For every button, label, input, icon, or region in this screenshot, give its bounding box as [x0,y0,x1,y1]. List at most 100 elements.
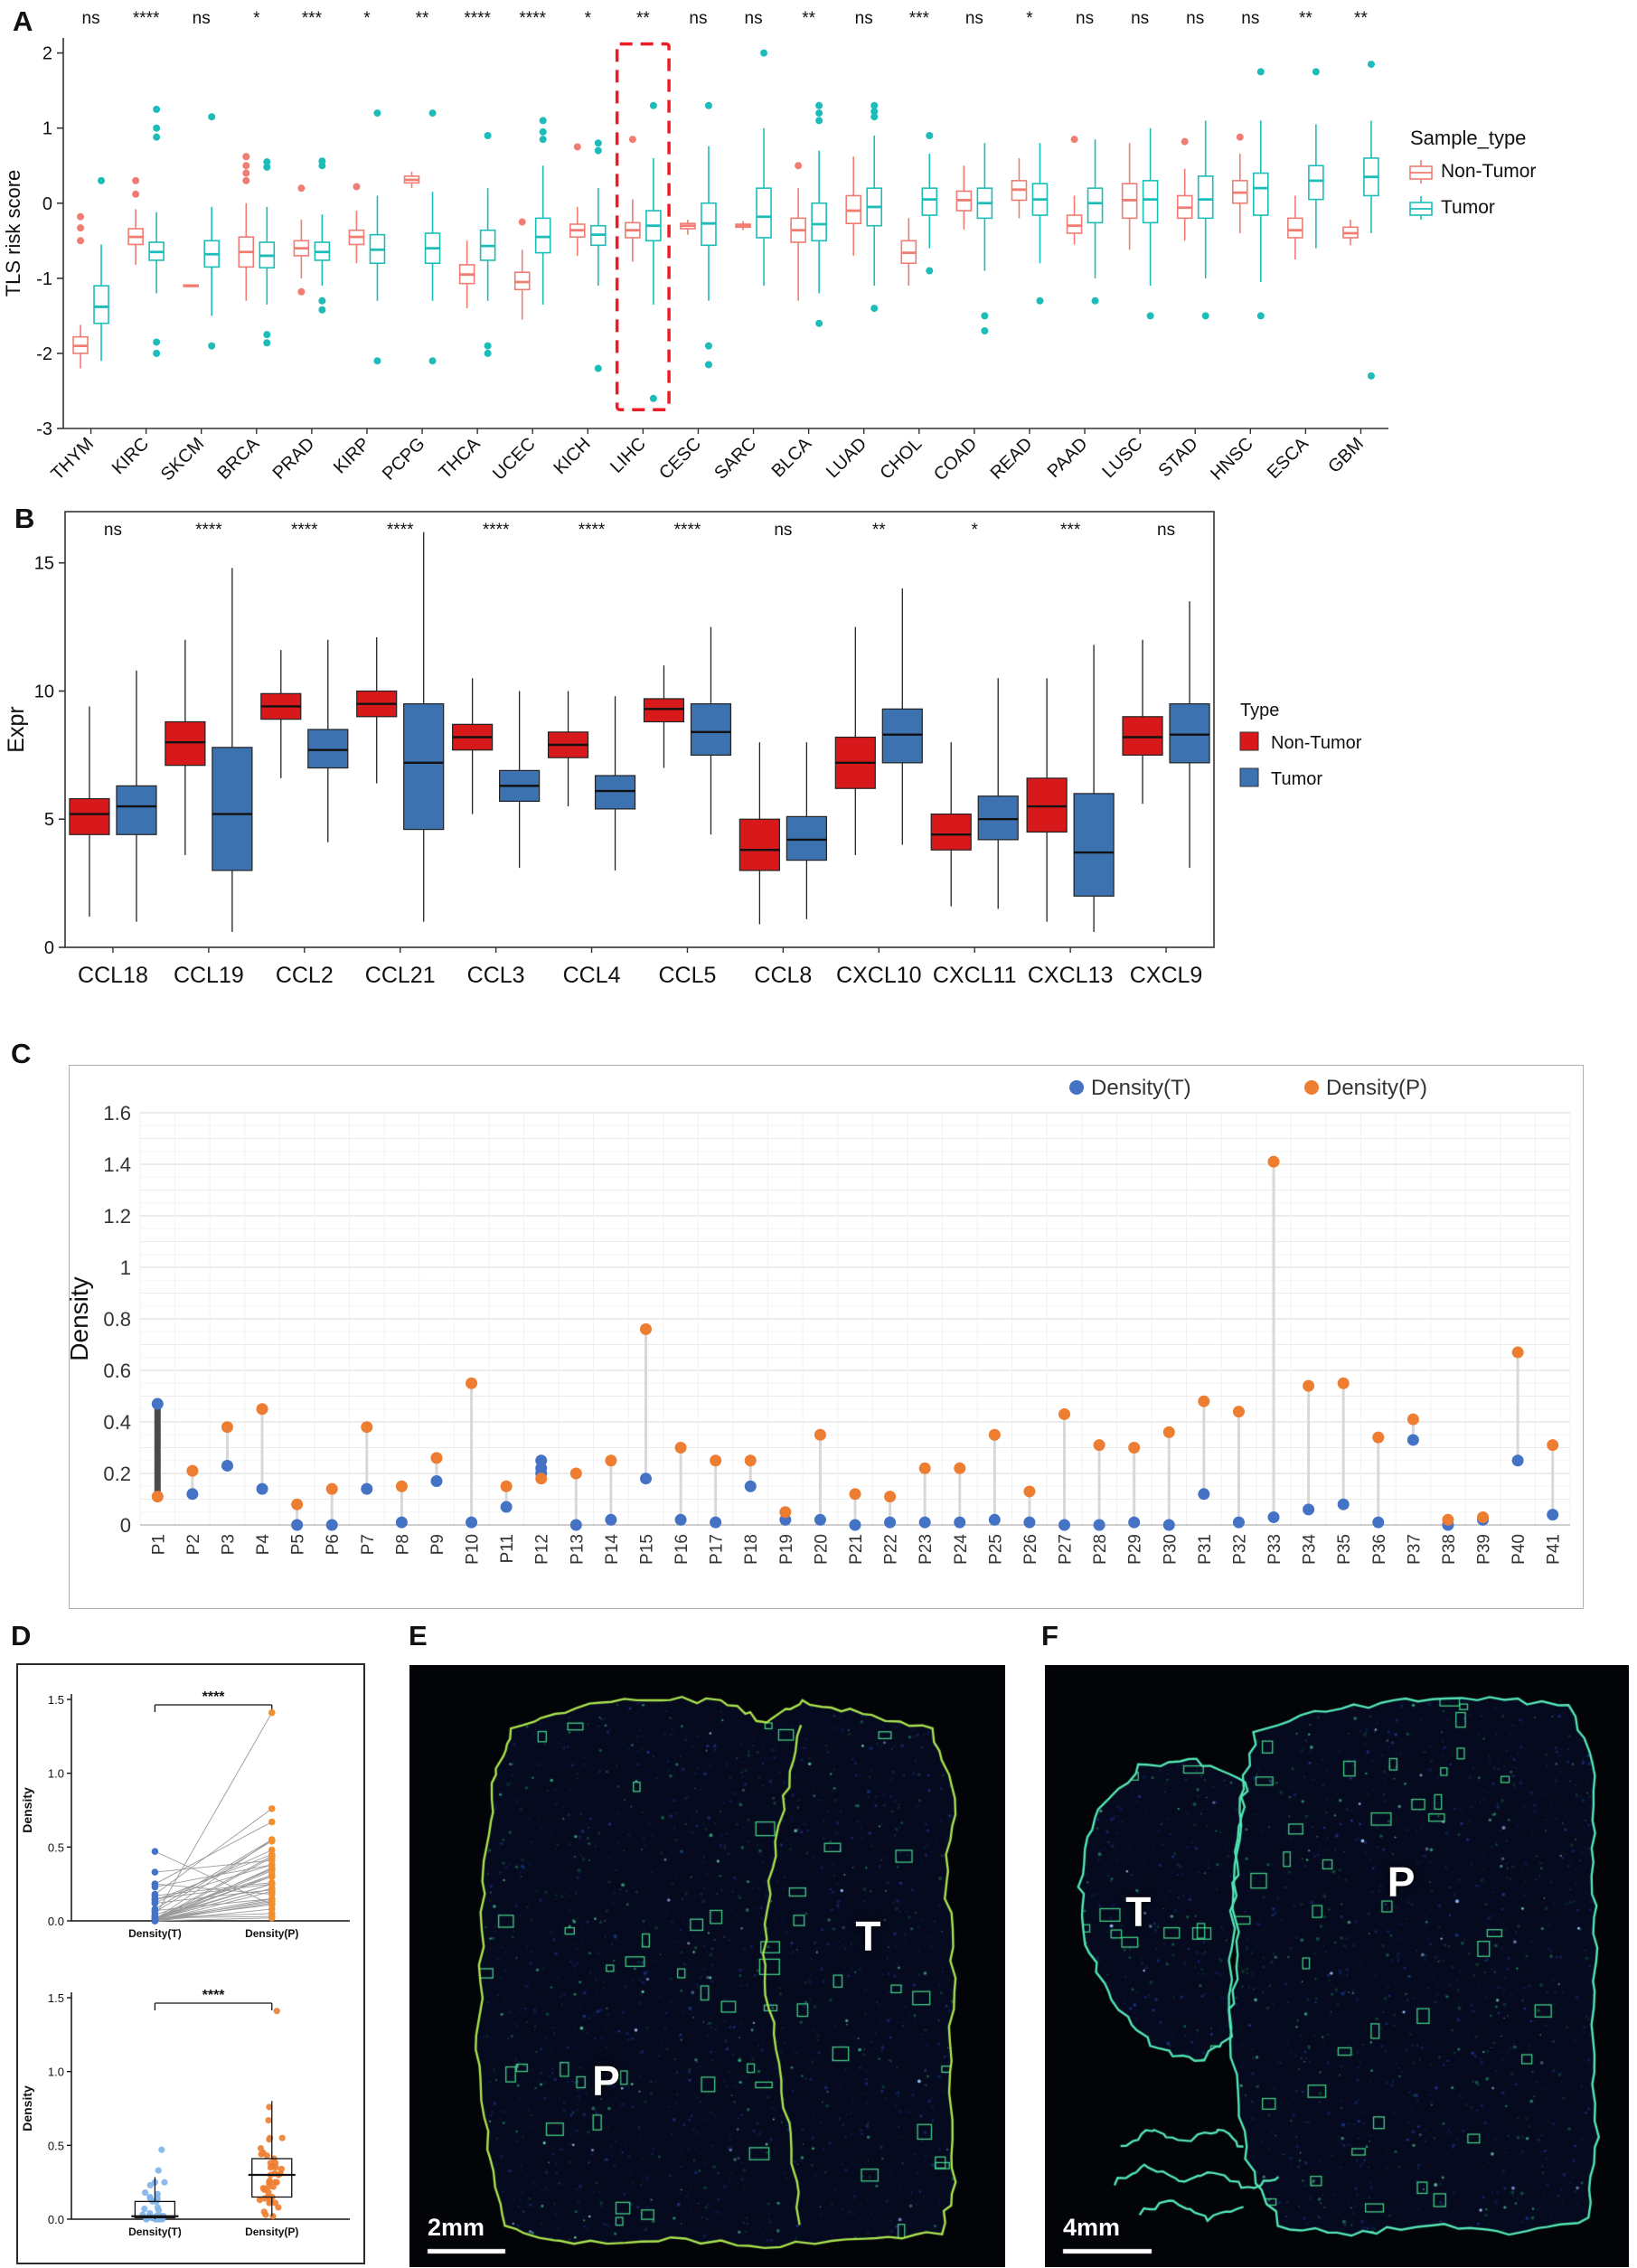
svg-text:0.6: 0.6 [103,1360,131,1382]
svg-text:***: *** [909,9,930,28]
svg-text:Expr: Expr [4,706,29,752]
svg-text:HNSC: HNSC [1207,434,1257,485]
svg-text:P12: P12 [533,1534,552,1565]
svg-text:COAD: COAD [930,434,981,485]
svg-text:CCL4: CCL4 [563,963,621,988]
svg-text:P37: P37 [1405,1534,1424,1565]
svg-text:LIHC: LIHC [607,434,650,477]
density-jitter-dot-chart: 0.0 0.5 1.0 1.5 Density Density(T) Density(P) *… [20,1988,350,2238]
svg-text:ns: ns [1131,9,1149,28]
svg-text:1: 1 [42,119,52,139]
svg-text:ns: ns [774,521,792,540]
region-label-p: P [592,2056,620,2104]
svg-text:Density(P): Density(P) [245,2226,298,2238]
svg-text:CCL3: CCL3 [467,963,525,988]
svg-text:CCL5: CCL5 [658,963,716,988]
svg-text:CCL19: CCL19 [174,963,244,988]
svg-text:ns: ns [855,9,873,28]
svg-text:P8: P8 [393,1534,412,1555]
svg-text:1.5: 1.5 [48,1693,64,1707]
svg-text:0.4: 0.4 [103,1411,131,1434]
svg-text:ns: ns [82,9,100,28]
svg-text:P18: P18 [742,1534,761,1565]
svg-text:ESCA: ESCA [1264,434,1313,484]
svg-text:***: *** [302,9,323,28]
svg-text:P24: P24 [952,1534,971,1565]
svg-text:SKCM: SKCM [157,434,208,485]
svg-text:TLS risk score: TLS risk score [2,170,24,297]
svg-text:1: 1 [120,1256,131,1279]
svg-text:P26: P26 [1021,1534,1040,1565]
density-paired-dot-chart: 0.0 0.5 1.0 1.5 Density Density(T) Density(P) *… [20,1689,350,1940]
svg-text:15: 15 [34,554,54,574]
svg-text:1.5: 1.5 [48,1991,64,2005]
microscopy-image-f: T P 4mm [1045,1665,1629,2267]
svg-text:0: 0 [44,938,54,958]
svg-text:Density(P): Density(P) [1326,1076,1427,1100]
panel-f: F T P 4mm [1040,1620,1636,2268]
svg-text:Type: Type [1240,701,1279,720]
svg-text:CXCL13: CXCL13 [1028,963,1114,988]
svg-text:****: **** [202,1689,226,1705]
region-label-p: P [1387,1858,1416,1906]
scalebar-label-e: 2mm [428,2214,485,2241]
svg-text:P6: P6 [324,1534,343,1555]
svg-text:**: ** [872,521,886,540]
panel-b-label: B [14,503,35,534]
svg-text:P23: P23 [917,1534,936,1565]
svg-text:P35: P35 [1335,1534,1354,1565]
svg-text:P11: P11 [498,1534,517,1563]
svg-text:0.2: 0.2 [103,1463,131,1485]
svg-text:LUSC: LUSC [1098,434,1146,482]
svg-text:**: ** [1354,9,1368,28]
svg-text:**: ** [636,9,650,28]
svg-text:CXCL10: CXCL10 [836,963,922,988]
svg-text:P39: P39 [1475,1534,1494,1565]
svg-text:*: * [253,9,260,28]
svg-text:CXCL11: CXCL11 [933,963,1017,988]
density-lollipop-chart: 0 0.2 0.4 0.6 0.8 1 1.2 1.4 1.6 Density P1 P2 P3 P4 P5… [65,1076,1571,1565]
svg-text:THYM: THYM [47,434,98,485]
svg-text:0: 0 [42,194,52,214]
svg-text:ns: ns [1157,521,1175,540]
svg-text:****: **** [291,521,318,540]
svg-text:PAAD: PAAD [1044,434,1092,482]
svg-text:****: **** [579,521,606,540]
svg-text:GBM: GBM [1324,434,1368,477]
svg-text:Tumor: Tumor [1441,197,1495,218]
panel-c: C 0 0.2 0.4 0.6 0.8 1 1.2 1.4 1.6 Density P1 P2 P3 P4… [0,1038,1637,1625]
svg-text:0.0: 0.0 [48,2213,64,2226]
svg-text:P16: P16 [673,1534,691,1565]
svg-text:ns: ns [193,9,211,28]
svg-text:PCPG: PCPG [379,434,429,485]
svg-text:P19: P19 [777,1534,796,1565]
svg-text:P32: P32 [1230,1534,1249,1565]
svg-text:P41: P41 [1545,1534,1564,1565]
svg-text:CXCL9: CXCL9 [1130,963,1203,988]
panel-a: A -3 -2 -1 0 1 2 TLS risk score THYM KIRC SKCM BRC… [0,0,1637,503]
panel-d: D 0.0 0.5 1.0 1.5 Density Density(T) Density(P… [9,1620,371,2268]
svg-text:****: **** [195,521,222,540]
microscopy-image-e: P T 2mm [409,1665,1005,2267]
svg-text:Density: Density [70,1276,93,1360]
region-label-t: T [855,1912,881,1960]
svg-text:ns: ns [1076,9,1094,28]
svg-text:****: **** [387,521,414,540]
svg-text:P40: P40 [1510,1534,1529,1565]
svg-text:P31: P31 [1196,1534,1215,1565]
svg-text:****: **** [202,1988,226,2003]
svg-text:P4: P4 [254,1534,273,1556]
svg-text:CCL8: CCL8 [754,963,812,988]
svg-text:0: 0 [120,1514,131,1537]
svg-text:*: * [972,521,979,540]
svg-text:THCA: THCA [436,434,485,484]
svg-text:SARC: SARC [710,434,760,484]
svg-text:Density: Density [20,2085,34,2132]
svg-text:Sample_type: Sample_type [1410,127,1526,149]
svg-text:**: ** [802,9,815,28]
svg-text:P14: P14 [603,1534,622,1565]
svg-text:P38: P38 [1440,1534,1459,1565]
svg-text:*: * [585,9,592,28]
svg-text:P9: P9 [428,1534,447,1555]
